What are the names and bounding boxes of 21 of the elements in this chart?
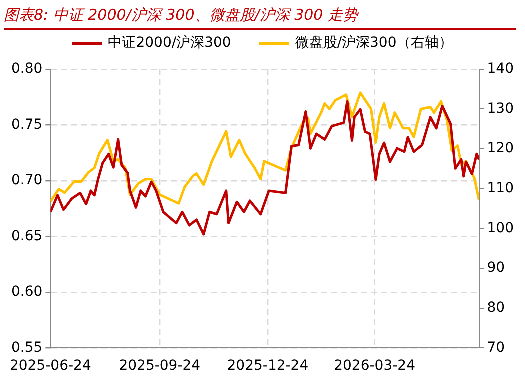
y-tick-label: 0.60: [12, 284, 43, 300]
y-tick-label: 0.70: [12, 172, 43, 189]
x-tick-label: 2025-09-24: [119, 358, 201, 374]
y2-tick-label: 140: [487, 61, 514, 78]
legend-label: 中证2000/沪深300: [107, 34, 232, 52]
x-tick-label: 2025-12-24: [227, 358, 309, 374]
y-tick-label: 0.65: [12, 228, 43, 244]
y2-tick-label: 80: [487, 300, 506, 316]
y2-tick-label: 120: [487, 140, 514, 157]
y2-tick-label: 100: [487, 220, 514, 236]
x-tick-label: 2026-03-24: [334, 358, 416, 374]
y-tick-label: 0.55: [12, 340, 43, 356]
y2-tick-label: 110: [487, 180, 514, 197]
y-tick-label: 0.80: [12, 61, 43, 78]
y2-tick-label: 130: [487, 100, 514, 117]
y2-tick-label: 70: [487, 340, 506, 356]
x-tick-label: 2025-06-24: [10, 358, 92, 374]
y-tick-label: 0.75: [12, 116, 43, 133]
legend-label: 微盘股/沪深300（右轴）: [294, 34, 453, 52]
y2-tick-label: 90: [487, 260, 506, 276]
chart-title: 图表8: 中证 2000/沪深 300、微盘股/沪深 300 走势: [4, 2, 516, 30]
